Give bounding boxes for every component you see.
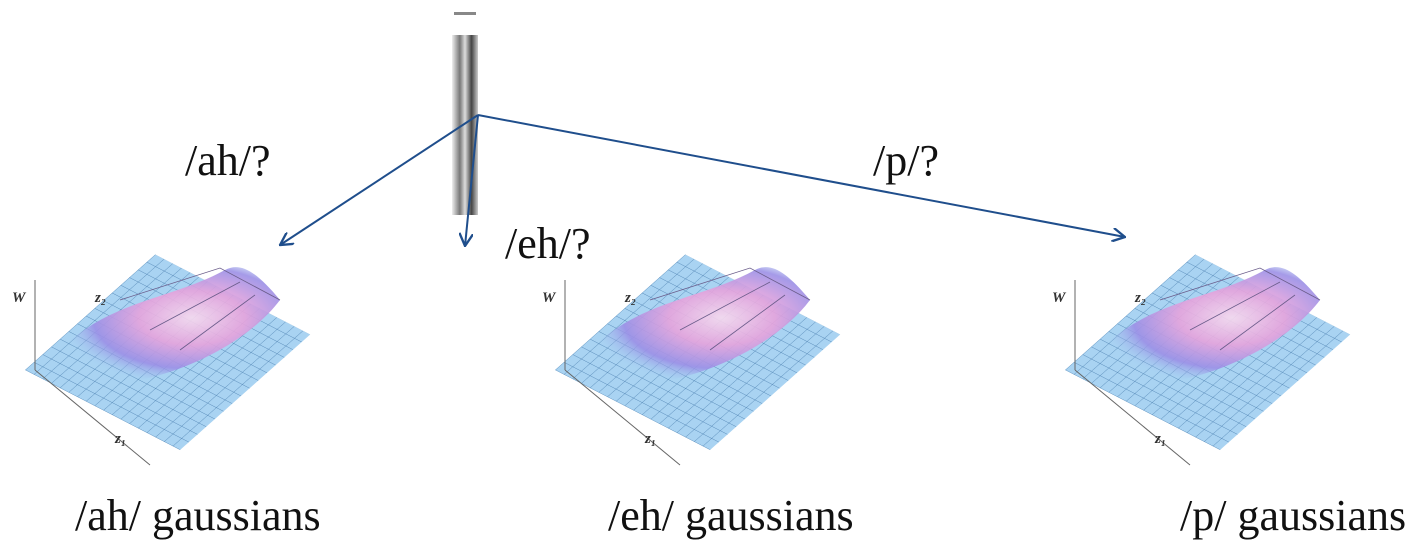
spectrogram-tick xyxy=(454,12,476,15)
axis-label: z₂ xyxy=(94,290,106,306)
axis-label: W xyxy=(542,290,557,306)
axis-label: W xyxy=(1052,290,1067,306)
node-label: /p/ gaussians xyxy=(1180,491,1406,540)
edge-label: /ah/? xyxy=(185,136,271,185)
slide: /ah/? /eh/? /p/? W z₂ z₁ W z₂ z₁ W z₂ z₁… xyxy=(0,0,1424,556)
node-label: /ah/ gaussians xyxy=(75,491,321,540)
node-label: /eh/ gaussians xyxy=(608,491,854,540)
axis-label: W xyxy=(12,290,27,306)
axis-label: z₁ xyxy=(644,431,656,447)
edge-label: /eh/? xyxy=(505,219,591,268)
spectrogram xyxy=(452,35,478,215)
edge-label: /p/? xyxy=(873,136,939,185)
axis-label: z₁ xyxy=(1154,431,1166,447)
axis-label: z₂ xyxy=(624,290,636,306)
arrow xyxy=(280,115,478,245)
axis-label: z₁ xyxy=(114,431,126,447)
axis-label: z₂ xyxy=(1134,290,1146,306)
